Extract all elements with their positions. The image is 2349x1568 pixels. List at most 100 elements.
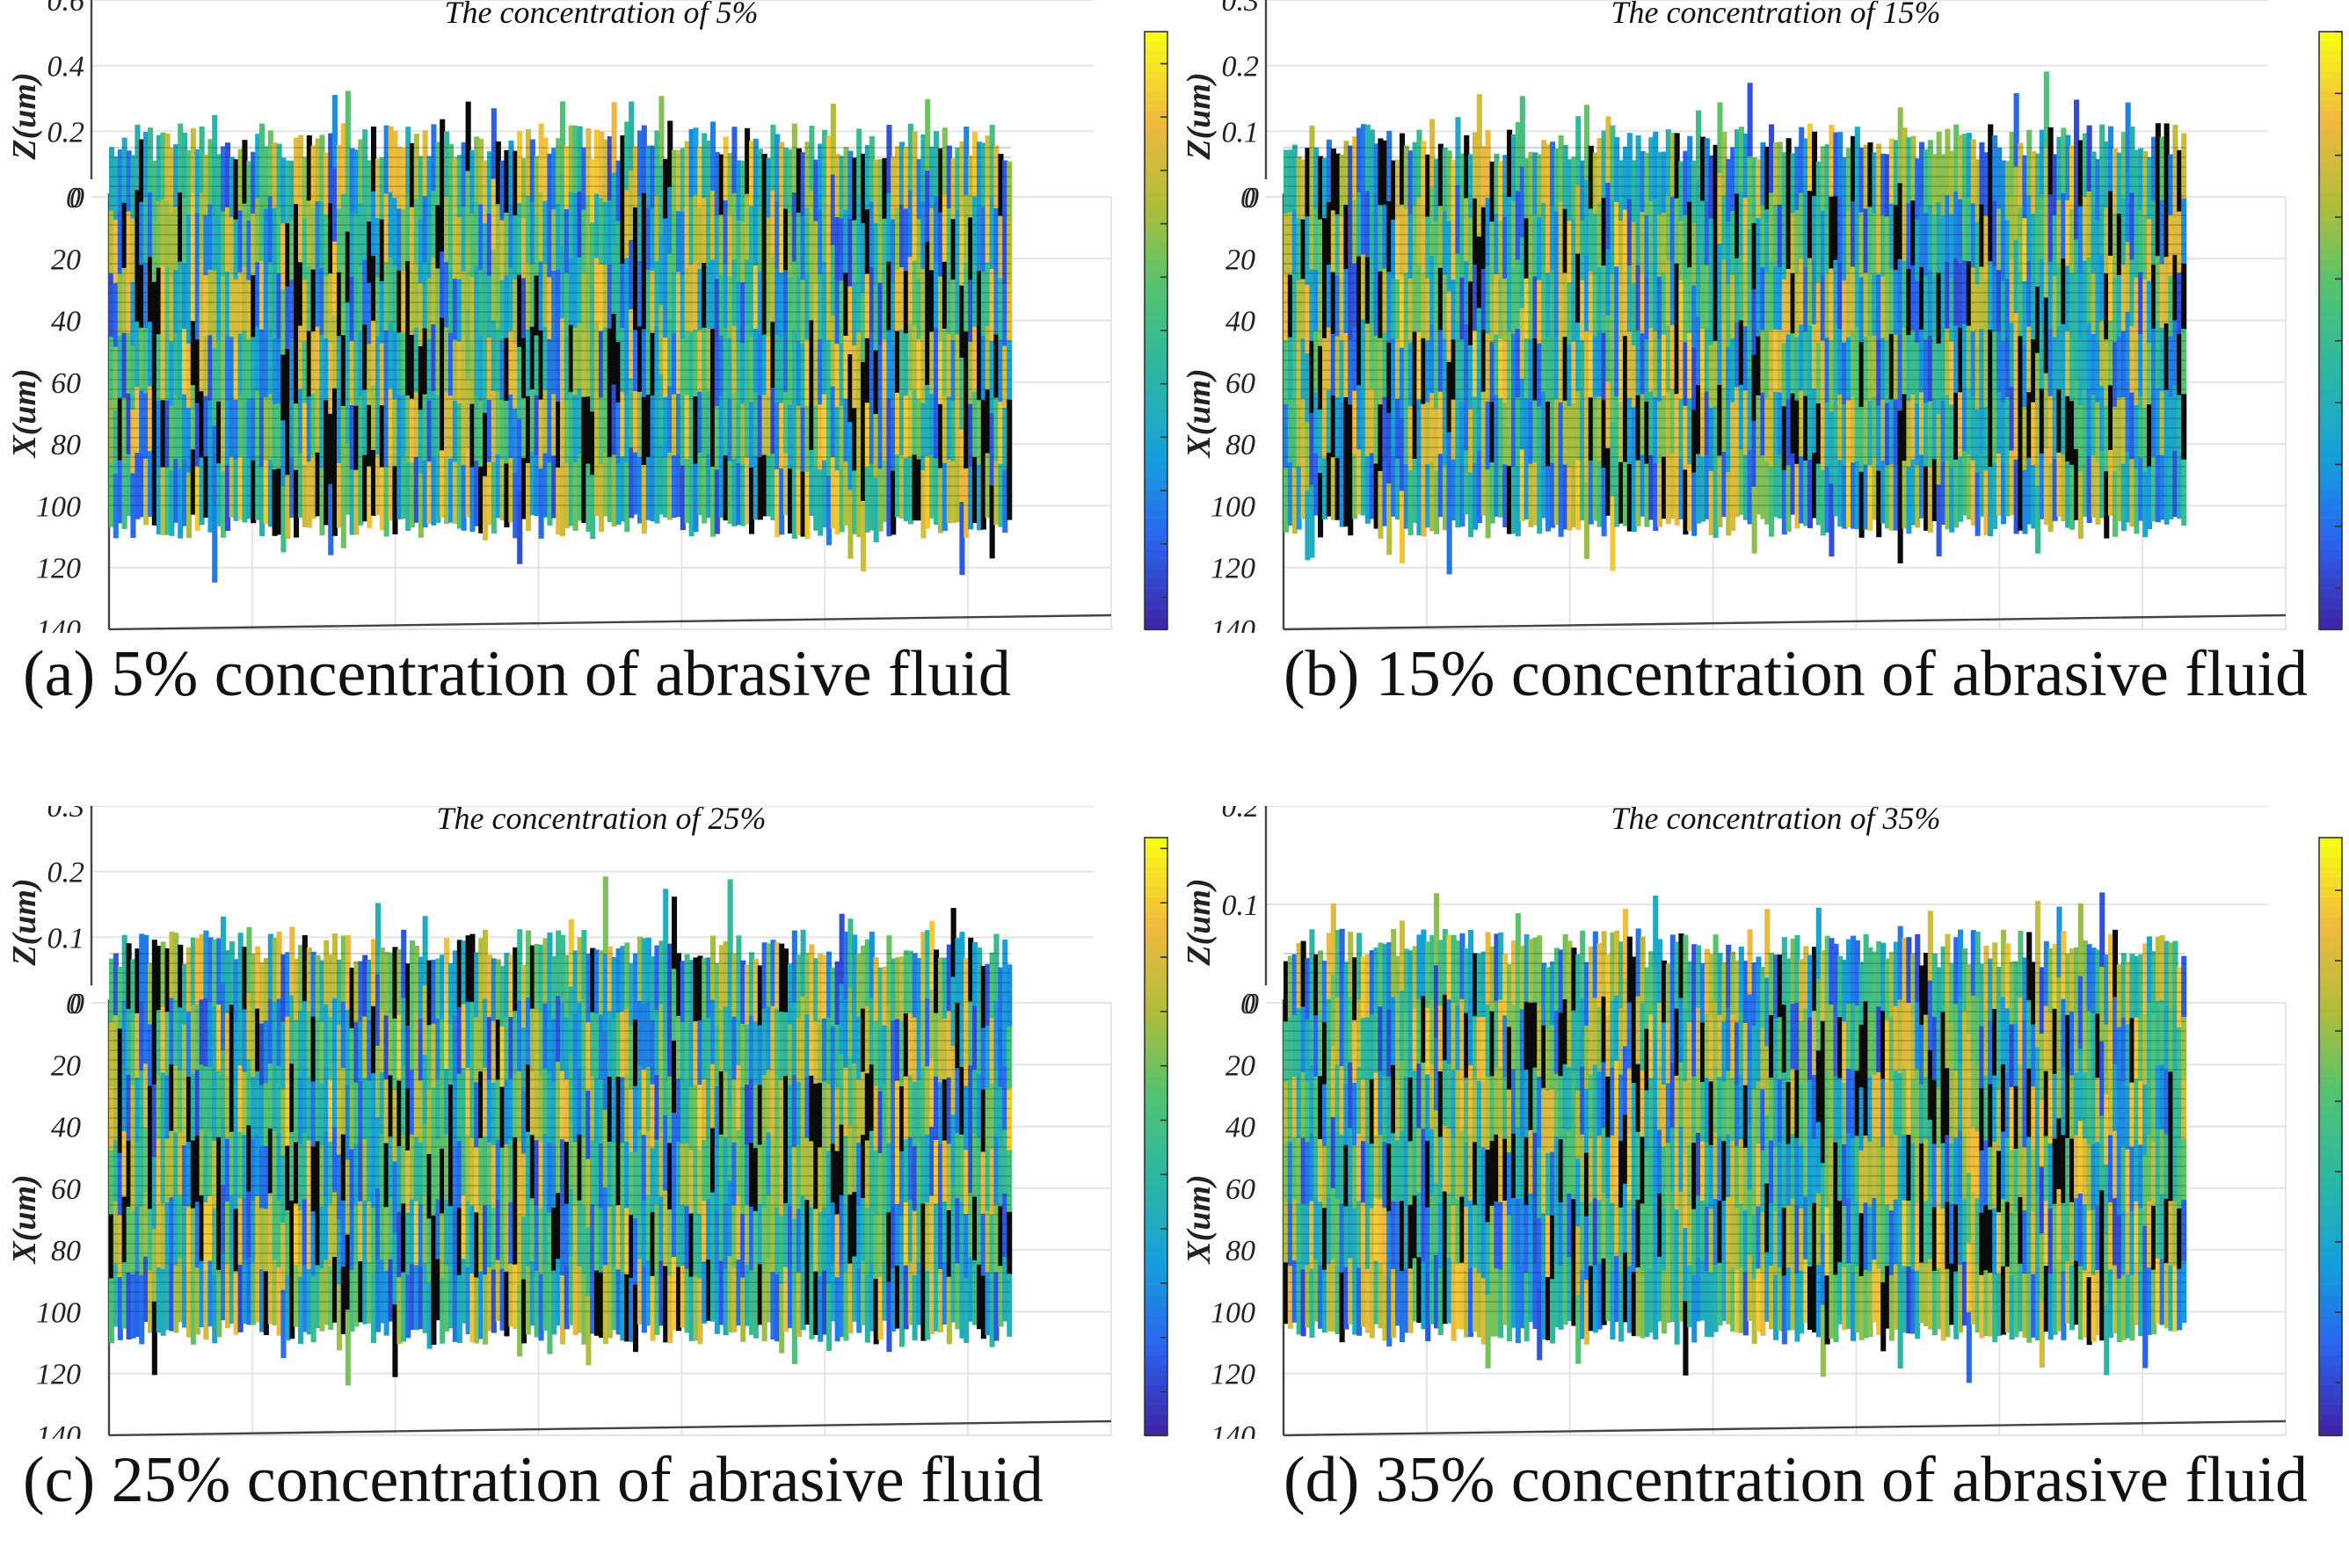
colorbar-band	[1145, 32, 1167, 43]
colorbar-band	[2319, 579, 2342, 591]
colorbar-band	[1145, 171, 1167, 183]
colorbar-band	[2319, 171, 2342, 183]
colorbar-band	[2319, 181, 2342, 192]
colorbar-band	[2319, 330, 2342, 342]
colorbar-band	[2319, 370, 2342, 381]
surface	[109, 91, 1012, 582]
colorbar-band	[1145, 91, 1167, 103]
y-tick-label: 100	[1211, 490, 1255, 523]
colorbar-band	[2319, 410, 2342, 422]
surface-patch	[2181, 460, 2186, 526]
colorbar-band	[2319, 41, 2342, 53]
colorbar-band	[2319, 310, 2342, 322]
colorbar-band	[1145, 142, 1167, 153]
colorbar-band	[1145, 1276, 1167, 1288]
colorbar-band	[1145, 440, 1167, 452]
y-tick-label: 80	[51, 1235, 81, 1267]
colorbar-band	[2319, 570, 2342, 581]
y-tick-label: 120	[36, 553, 81, 585]
y-tick-label: 20	[1225, 243, 1255, 276]
colorbar-band	[2319, 549, 2342, 561]
colorbar-band	[1145, 1037, 1167, 1049]
colorbar-band	[2319, 131, 2342, 142]
colorbar-band	[1145, 1206, 1167, 1217]
colorbar-band	[2319, 112, 2342, 123]
colorbar-band	[2319, 490, 2342, 501]
colorbar-band	[1145, 1266, 1167, 1277]
z-axis-label: Z(um)	[6, 72, 43, 160]
colorbar-band	[2319, 351, 2342, 362]
colorbar: 0.020.0450.070.0950.120.1450.170.1950.22…	[1145, 831, 1174, 1436]
colorbar-band	[1145, 1146, 1167, 1158]
colorbar-band	[2319, 151, 2342, 163]
colorbar-band	[2319, 280, 2342, 292]
colorbar-band	[1145, 1316, 1167, 1327]
surface	[109, 876, 1012, 1385]
colorbar-band	[1145, 480, 1167, 491]
colorbar-band	[1145, 1116, 1167, 1128]
x-axis-line	[1284, 1421, 2286, 1435]
colorbar-band	[2319, 480, 2342, 491]
colorbar-band	[1145, 340, 1167, 352]
chart-title: The concentration of 25%	[437, 806, 767, 836]
colorbar-band	[2319, 161, 2342, 172]
surface-plot-d: The concentration of 35%0204060801001201…	[1174, 806, 2349, 1439]
colorbar-band	[1145, 1007, 1167, 1019]
surface-patch	[1007, 221, 1012, 281]
colorbar-band	[1145, 967, 1167, 978]
colorbar-band	[1145, 1027, 1167, 1038]
x-axis-line	[109, 1421, 1111, 1435]
surface-patch	[1007, 162, 1012, 222]
surface-patch	[1007, 280, 1012, 341]
colorbar-band	[2319, 590, 2342, 601]
colorbar-band	[1145, 1107, 1167, 1118]
y-tick-label: 40	[1225, 306, 1255, 338]
colorbar-band	[1145, 957, 1167, 969]
colorbar-band	[1145, 1385, 1167, 1397]
chart-title: The concentration of 5%	[445, 0, 759, 30]
z-tick-label: 0.6	[47, 0, 85, 18]
y-tick-label: 140	[36, 614, 81, 633]
colorbar-band	[2319, 62, 2342, 73]
colorbar-band	[1145, 450, 1167, 461]
z-tick-label: 0.2	[47, 857, 85, 889]
colorbar-band	[1145, 1405, 1167, 1417]
y-tick-label: 20	[51, 1049, 81, 1082]
colorbar-band	[2319, 430, 2342, 441]
colorbar-band	[1145, 400, 1167, 411]
surface-patch	[2181, 199, 2186, 265]
colorbar-band	[1145, 549, 1167, 561]
colorbar-band	[2319, 599, 2342, 611]
colorbar-band	[2319, 201, 2342, 213]
colorbar-band	[2319, 390, 2342, 402]
y-tick-label: 20	[51, 243, 81, 276]
y-tick-label: 60	[51, 367, 81, 400]
colorbar-band	[1145, 121, 1167, 133]
colorbar-band	[1145, 1366, 1167, 1377]
colorbar-band	[1145, 987, 1167, 998]
y-tick-label: 40	[51, 1112, 81, 1144]
surface-patch	[1007, 460, 1012, 520]
colorbar-band	[2319, 82, 2342, 93]
colorbar-band	[1145, 490, 1167, 501]
surface-patch	[1007, 1088, 1012, 1151]
colorbar-band	[1145, 420, 1167, 432]
colorbar-band	[1145, 500, 1167, 512]
colorbar-band	[1145, 1166, 1167, 1178]
z-tick-label: 0.2	[47, 116, 85, 149]
colorbar-band	[1145, 560, 1167, 571]
y-tick-label: 60	[51, 1173, 81, 1206]
surface-patch	[603, 876, 608, 955]
colorbar-band	[1145, 101, 1167, 113]
colorbar-band	[1145, 460, 1167, 471]
colorbar-band	[2319, 340, 2342, 352]
z-tick-label: 0.1	[1222, 116, 1260, 149]
chart-title: The concentration of 15%	[1611, 0, 1941, 30]
colorbar-band	[1145, 241, 1167, 252]
colorbar-band	[1145, 271, 1167, 282]
colorbar-band	[1145, 858, 1167, 869]
colorbar-band	[1145, 1136, 1167, 1148]
colorbar-band	[2319, 510, 2342, 521]
